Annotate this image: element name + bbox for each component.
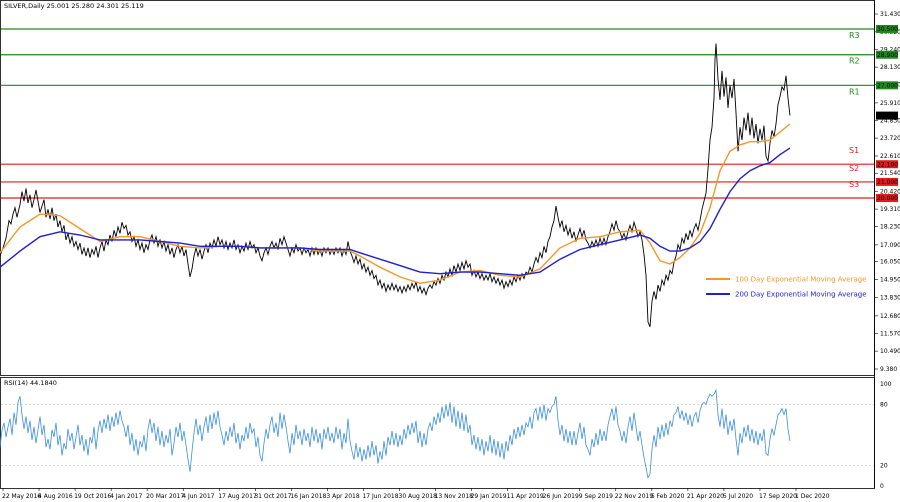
legend-label-ema200: 200 Day Exponential Moving Average: [735, 291, 867, 299]
rsi-tick-label: 0: [880, 483, 884, 490]
x-tick-label: 4 Aug 2016: [38, 493, 73, 500]
x-tick-label: 1 Dec 2020: [795, 493, 830, 500]
level-name-s1: S1: [849, 146, 859, 155]
x-tick-label: 29 Jan 2019: [471, 493, 507, 500]
level-price-tag-r2: [876, 50, 898, 59]
x-tick-label: 21 Apr 2020: [687, 493, 724, 500]
level-price-tag-s1: [876, 160, 898, 169]
current-price-tag: [876, 111, 898, 120]
x-tick-label: 9 Sep 2019: [579, 493, 613, 500]
rsi-tick-label: 20: [880, 463, 888, 470]
level-price-tag-s2: [876, 177, 898, 186]
x-tick-label: 17 Sep 2020: [759, 493, 797, 500]
level-price-label-s3: 20.000: [877, 195, 898, 202]
y-tick-label: 25.910: [880, 100, 900, 107]
current-price-label: 25.119: [877, 113, 898, 120]
x-tick-label: 30 Aug 2018: [399, 493, 438, 500]
rsi-axis-ticks: 100 80 20 0: [880, 381, 892, 490]
level-price-tag-s3: [876, 194, 898, 203]
y-tick-label: 23.720: [880, 135, 900, 142]
chart-header: SILVER,Daily 25.001 25.280 24.301 25.119: [4, 2, 144, 10]
y-tick-label: 19.310: [880, 206, 900, 213]
x-tick-label: 22 May 2016: [2, 493, 41, 500]
y-tick-label: 17.090: [880, 242, 900, 249]
level-price-label-s2: 21.000: [877, 179, 898, 186]
rsi-tick-label: 80: [880, 401, 888, 408]
y-tick-label: 11.570: [880, 331, 900, 338]
y-tick-label: 28.130: [880, 64, 900, 71]
x-tick-label: 26 Jun 2019: [543, 493, 579, 500]
level-price-label-r1: 27.000: [877, 83, 898, 90]
x-tick-label: 5 Feb 2020: [651, 493, 685, 500]
y-tick-label: 13.830: [880, 294, 900, 301]
price-axis-ticks: 31.43030.32029.24028.13027.04025.91024.8…: [874, 11, 900, 373]
price-series-line: [0, 43, 791, 327]
ema100-series-line: [0, 123, 791, 285]
x-tick-label: 13 Nov 2018: [435, 493, 474, 500]
ema200-series-line: [0, 147, 791, 277]
x-tick-label: 20 Mar 2017: [146, 493, 184, 500]
rsi-series-line: [0, 388, 791, 480]
level-price-label-r2: 28.900: [877, 52, 898, 59]
y-tick-label: 14.950: [880, 276, 900, 283]
level-price-label-s1: 22.100: [877, 161, 898, 168]
grid-lines: [1, 404, 874, 466]
y-tick-label: 22.610: [880, 153, 900, 160]
level-name-r2: R2: [849, 57, 860, 66]
x-tick-label: 5 Jul 2020: [723, 493, 753, 500]
y-tick-label: 21.540: [880, 170, 900, 177]
y-tick-label: 29.240: [880, 46, 900, 53]
level-name-s2: S2: [849, 164, 859, 173]
y-tick-label: 10.490: [880, 348, 900, 355]
level-price-tag-r3: [876, 24, 898, 33]
current-price-marker: 25.119: [876, 111, 898, 120]
rsi-tick-label: 100: [880, 381, 892, 388]
y-tick-label: 18.230: [880, 224, 900, 231]
y-tick-label: 24.830: [880, 117, 900, 124]
level-name-r1: R1: [849, 87, 860, 96]
x-tick-label: 4 Jun 2017: [182, 493, 214, 500]
level-name-r3: R3: [849, 31, 860, 40]
rsi-header: RSI(14) 44.1840: [4, 379, 57, 387]
y-tick-label: 31.430: [880, 11, 900, 18]
main-pane-frame: [0, 0, 875, 376]
x-tick-label: 16 Jan 2018: [290, 493, 326, 500]
support-resistance-levels: R3 30.500 R2 28.900 R1 27.000 S1 22.100 S2 21.000…: [1, 24, 898, 203]
level-name-s3: S3: [849, 180, 859, 189]
x-tick-label: 11 Apr 2019: [507, 493, 544, 500]
x-tick-label: 4 Jan 2017: [110, 493, 142, 500]
legend-label-ema100: 100 Day Exponential Moving Average: [735, 276, 867, 284]
y-tick-label: 12.680: [880, 313, 900, 320]
x-tick-label: 3 Apr 2018: [326, 493, 359, 500]
x-tick-label: 19 Oct 2016: [74, 493, 111, 500]
y-tick-label: 20.420: [880, 188, 900, 195]
x-tick-label: 31 Oct 2017: [254, 493, 291, 500]
legend: 100 Day Exponential Moving Average 200 D…: [706, 276, 867, 299]
level-price-label-r3: 30.500: [877, 26, 898, 33]
x-tick-label: 17 Jun 2018: [362, 493, 398, 500]
x-tick-label: 22 Nov 2019: [615, 493, 654, 500]
y-tick-label: 16.050: [880, 259, 900, 266]
x-tick-label: 17 Aug 2017: [218, 493, 257, 500]
level-price-tag-r1: [876, 81, 898, 90]
y-tick-label: 9.380: [880, 366, 897, 373]
